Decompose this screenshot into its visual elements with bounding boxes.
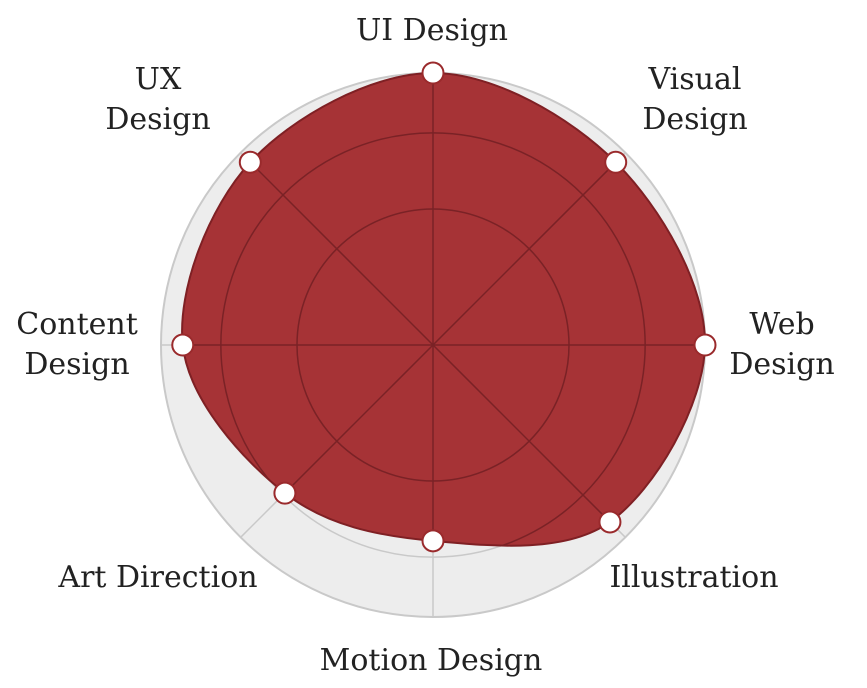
grid-ring	[296, 208, 570, 482]
data-point-marker	[693, 333, 717, 357]
axis-label: UX Design	[105, 62, 210, 137]
axis-label: Visual Design	[642, 62, 747, 137]
axis-label: Motion Design	[320, 643, 543, 678]
radar-markers	[171, 61, 717, 553]
axis-label: Content Design	[16, 307, 138, 382]
data-point-marker	[604, 150, 628, 174]
axis-label-line: UX	[135, 62, 182, 97]
axis-label-line: Art Direction	[57, 560, 257, 595]
data-point-marker	[171, 333, 195, 357]
axis-label-line: Design	[24, 347, 129, 382]
axis-label-line: Content	[16, 307, 138, 342]
axis-label-line: UI Design	[356, 13, 508, 48]
data-point-marker	[421, 61, 445, 85]
axis-label-line: Illustration	[609, 560, 778, 595]
radar-axis-labels: UI Design Visual Design Web Design Illustrati…	[16, 13, 834, 678]
data-point-marker	[598, 510, 622, 534]
data-point-marker	[421, 529, 445, 553]
axis-label-line: Visual	[648, 62, 742, 97]
axis-label-line: Design	[729, 347, 834, 382]
data-point-marker	[273, 481, 297, 505]
grid-ring	[220, 132, 646, 546]
data-point-marker	[238, 150, 262, 174]
axis-label-line: Motion Design	[320, 643, 543, 678]
axis-label: UI Design	[356, 13, 508, 48]
axis-label-line: Design	[642, 102, 747, 137]
axis-label-line: Design	[105, 102, 210, 137]
axis-label-line: Web	[749, 307, 814, 342]
axis-label: Illustration	[609, 560, 778, 595]
axis-label: Web Design	[729, 307, 834, 382]
axis-label: Art Direction	[57, 560, 257, 595]
